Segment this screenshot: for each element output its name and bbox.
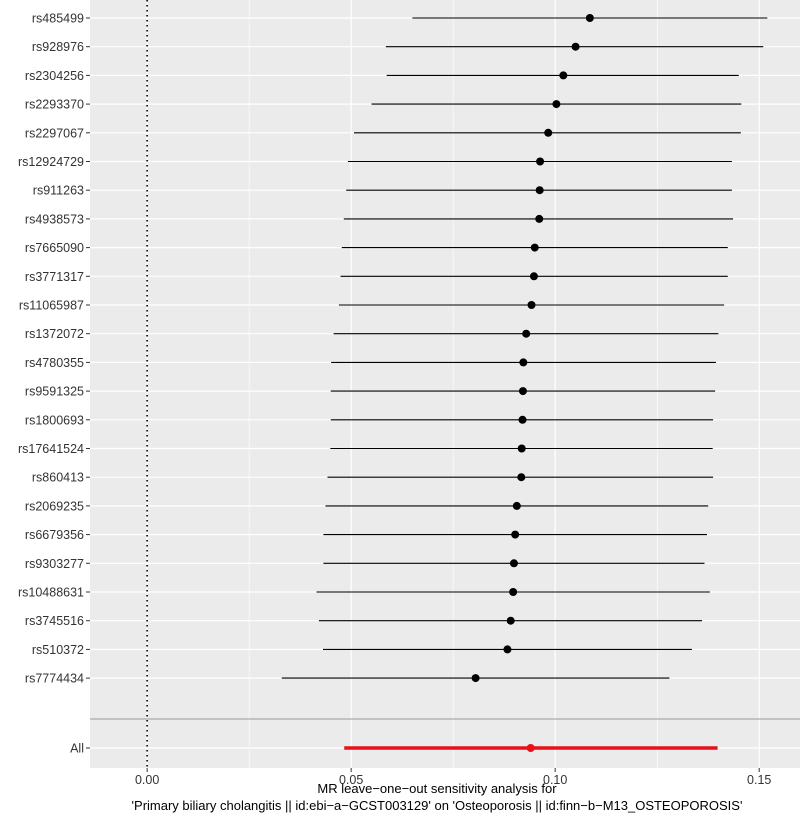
data-marks	[281, 14, 768, 752]
point-rs2304256	[559, 71, 568, 80]
point-rs3771317	[529, 272, 538, 281]
x-tick-label: 0.00	[135, 773, 159, 787]
snp-label-rs6679356: rs6679356	[25, 528, 84, 542]
snp-label-rs485499: rs485499	[32, 12, 84, 26]
point-rs12924729	[536, 157, 545, 166]
snp-label-rs3771317: rs3771317	[25, 270, 84, 284]
point-rs7665090	[530, 243, 539, 252]
point-rs1372072	[522, 329, 531, 338]
point-rs9303277	[509, 559, 518, 568]
x-tick-label: 0.15	[747, 773, 771, 787]
snp-label-rs2297067: rs2297067	[25, 126, 84, 140]
point-rs911263	[535, 186, 544, 195]
snp-label-rs2293370: rs2293370	[25, 98, 84, 112]
x-axis-title-line-2: 'Primary biliary cholangitis || id:ebi−a…	[132, 798, 743, 813]
snp-label-rs510372: rs510372	[32, 643, 84, 657]
point-rs485499	[585, 14, 594, 22]
point-rs928976	[571, 42, 580, 51]
panel-background	[90, 0, 800, 768]
snp-label-rs7665090: rs7665090	[25, 241, 84, 255]
snp-label-rs11065987: rs11065987	[19, 299, 84, 313]
point-rs2293370	[552, 100, 561, 109]
x-axis-title-line-1: MR leave−one−out sensitivity analysis fo…	[317, 781, 557, 796]
snp-label-all: All	[70, 742, 84, 756]
snp-label-rs1800693: rs1800693	[25, 413, 84, 427]
snp-label-rs3745516: rs3745516	[25, 614, 84, 628]
point-rs11065987	[527, 301, 536, 309]
snp-label-rs2304256: rs2304256	[25, 69, 84, 83]
point-rs860413	[517, 473, 526, 482]
point-rs2069235	[512, 501, 521, 510]
snp-label-rs860413: rs860413	[32, 471, 84, 485]
point-rs6679356	[511, 530, 520, 539]
point-rs4780355	[519, 358, 528, 367]
snp-label-rs9591325: rs9591325	[25, 385, 84, 399]
point-rs510372	[503, 645, 512, 654]
snp-label-rs4780355: rs4780355	[25, 356, 84, 370]
x-tick-label: 0.05	[339, 773, 363, 787]
snp-label-rs928976: rs928976	[32, 40, 84, 54]
snp-label-rs911263: rs911263	[33, 184, 84, 198]
point-all	[526, 744, 535, 752]
snp-labels: rs485499 rs928976 rs2304256 rs2293370 rs2297…	[18, 12, 90, 756]
point-rs4938573	[535, 214, 544, 223]
snp-label-rs17641524: rs17641524	[18, 442, 84, 456]
point-rs17641524	[517, 444, 526, 453]
snp-label-rs2069235: rs2069235	[25, 499, 84, 513]
x-axis-ticks: 0.00 0.05 0.10 0.15	[135, 768, 771, 787]
snp-label-rs9303277: rs9303277	[25, 557, 84, 571]
point-rs2297067	[544, 128, 553, 137]
point-rs9591325	[518, 387, 527, 396]
point-rs1800693	[518, 415, 527, 424]
snp-label-rs10488631: rs10488631	[18, 586, 84, 600]
point-rs10488631	[509, 588, 518, 596]
point-rs3745516	[506, 616, 515, 625]
point-rs7774434	[471, 674, 480, 683]
snp-label-rs12924729: rs12924729	[18, 155, 84, 169]
snp-label-rs7774434: rs7774434	[25, 672, 84, 686]
x-tick-label: 0.10	[543, 773, 567, 787]
snp-label-rs4938573: rs4938573	[25, 212, 84, 226]
snp-label-rs1372072: rs1372072	[25, 327, 84, 341]
